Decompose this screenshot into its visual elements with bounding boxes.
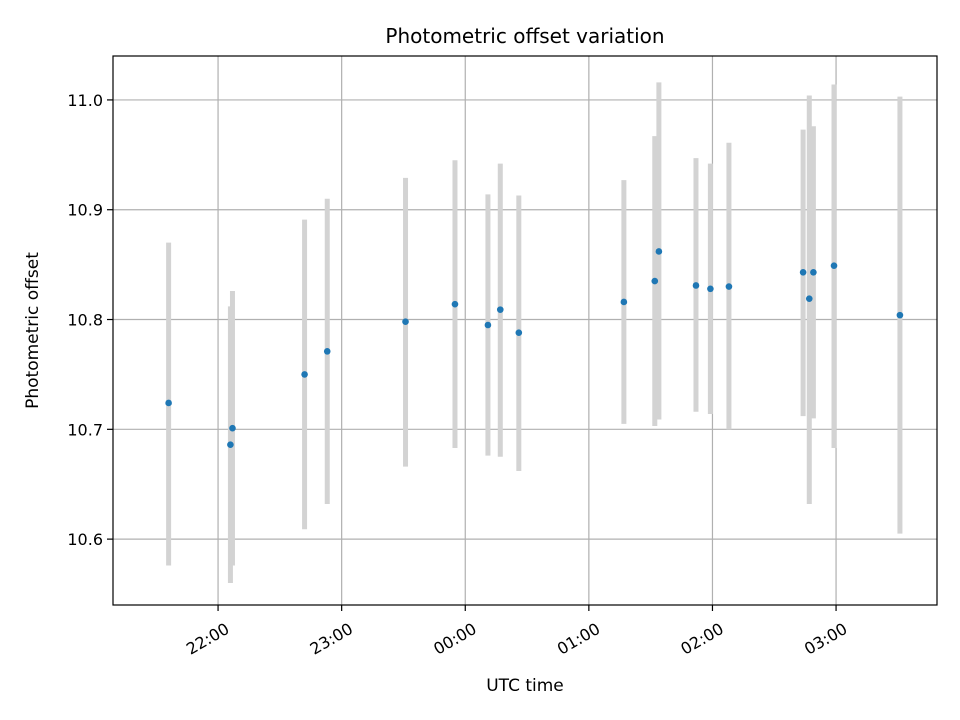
data-point <box>655 248 663 255</box>
chart-title: Photometric offset variation <box>385 24 664 48</box>
data-point <box>165 399 172 407</box>
y-axis-label: Photometric offset <box>23 252 43 409</box>
data-points <box>165 248 904 448</box>
data-point <box>229 424 236 432</box>
y-tick-label: 10.8 <box>67 311 103 330</box>
data-point <box>496 306 504 313</box>
y-tick-label: 10.7 <box>67 420 103 439</box>
x-tick-label: 00:00 <box>430 619 479 659</box>
data-point <box>484 321 492 329</box>
y-tick-label: 10.9 <box>67 201 103 220</box>
plot-frame <box>112 55 938 606</box>
data-point <box>515 329 523 336</box>
x-tick-label: 03:00 <box>801 619 850 659</box>
data-point <box>692 282 700 289</box>
x-axis-label: UTC time <box>486 676 564 696</box>
y-tick-label: 10.6 <box>67 530 103 549</box>
data-point <box>301 371 308 378</box>
x-tick-label: 23:00 <box>307 619 356 659</box>
x-tick-label: 22:00 <box>183 619 232 659</box>
x-axis: 22:00 23:00 00:00 01:00 02:00 03:00 <box>183 605 850 659</box>
data-point <box>651 277 659 285</box>
data-point <box>451 300 459 308</box>
data-point <box>805 295 813 302</box>
y-axis: 10.6 10.7 10.8 10.9 11.0 <box>67 91 113 549</box>
y-tick-label: 11.0 <box>67 91 103 110</box>
x-tick-label: 02:00 <box>677 619 726 659</box>
data-point <box>620 298 628 306</box>
data-point <box>810 269 817 276</box>
data-point <box>725 283 733 290</box>
data-point <box>323 348 331 355</box>
data-point <box>896 311 904 319</box>
data-point <box>707 285 714 293</box>
x-tick-label: 01:00 <box>554 619 603 659</box>
data-point <box>799 269 807 276</box>
data-point <box>227 441 234 448</box>
data-point <box>402 318 409 326</box>
error-bars <box>166 82 903 584</box>
data-point <box>830 262 838 270</box>
